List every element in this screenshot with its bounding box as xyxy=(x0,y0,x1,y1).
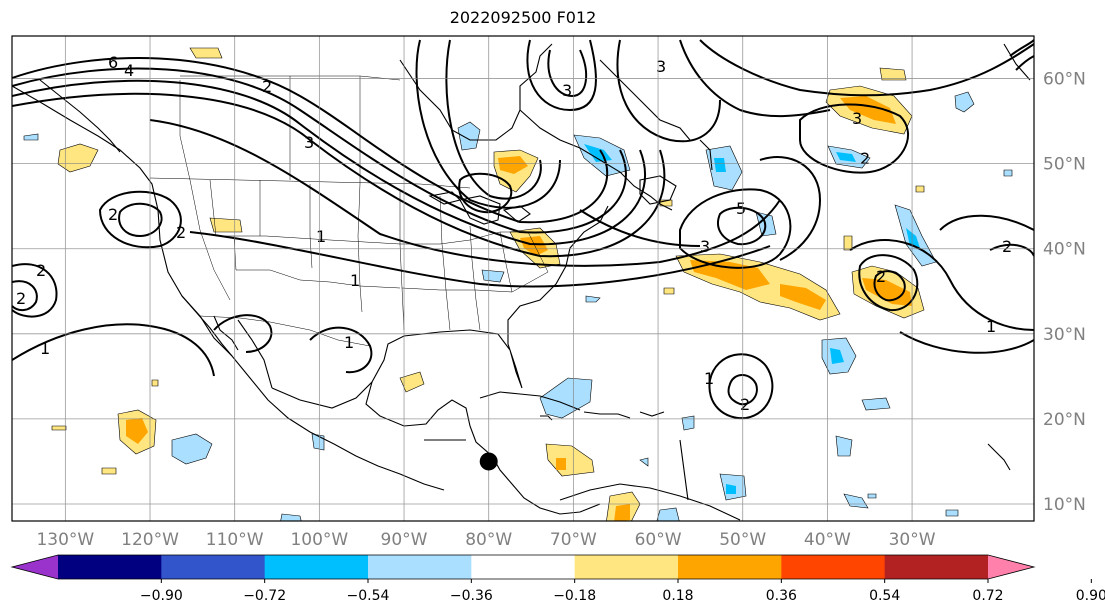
latitude-tick-label: 30°N xyxy=(1043,325,1086,345)
longitude-tick-label: 110°W xyxy=(206,530,264,550)
contour-label: 1 xyxy=(704,369,714,388)
colorbar-segment xyxy=(781,555,886,579)
storm-center-marker xyxy=(479,452,498,471)
colorbar-segment xyxy=(161,555,266,579)
contour-label: 3 xyxy=(656,57,666,76)
latitude-tick-label: 40°N xyxy=(1043,240,1086,260)
contour-lines xyxy=(12,39,1034,420)
contour-label: 2 xyxy=(16,289,26,308)
contour-label: 1 xyxy=(986,317,996,336)
colorbar-tick-label: −0.54 xyxy=(347,588,390,604)
latitude-tick-label: 10°N xyxy=(1043,495,1086,515)
longitude-tick-label: 130°W xyxy=(36,530,94,550)
contour-label: 4 xyxy=(124,61,134,80)
longitude-tick-label: 30°W xyxy=(889,530,936,550)
colorbar-segment xyxy=(58,555,162,579)
longitude-tick-label: 40°W xyxy=(804,530,851,550)
contour-label: 6 xyxy=(108,53,118,72)
contour-label: 1 xyxy=(316,227,326,246)
colorbar-tick-label: −0.72 xyxy=(243,588,286,604)
colorbar-segment xyxy=(678,555,782,579)
contour-label: 2 xyxy=(1002,237,1012,256)
colorbar-segment xyxy=(884,555,989,579)
contour-label: 3 xyxy=(562,81,572,100)
contour-label: 2 xyxy=(108,205,118,224)
longitude-tick-label: 120°W xyxy=(121,530,179,550)
longitude-tick-label: 50°W xyxy=(719,530,766,550)
colorbar-tick-labels: −0.90 −0.72 −0.54 −0.36 −0.18 0.18 0.36 0.54 0.7… xyxy=(140,588,1105,604)
colorbar-extend-low xyxy=(12,555,58,579)
contour-label: 2 xyxy=(876,267,886,286)
contour-label: 2 xyxy=(860,149,870,168)
colorbar-tick-label: 0.36 xyxy=(766,588,797,604)
colorbar-tick-label: 0.90 xyxy=(1076,588,1105,604)
contour-label: 5 xyxy=(736,199,746,218)
colorbar-segment xyxy=(264,555,369,579)
map-title: 2022092500 F012 xyxy=(449,8,597,27)
colorbar-tick-label: −0.18 xyxy=(553,588,596,604)
latitude-tick-label: 50°N xyxy=(1043,155,1086,175)
latitude-labels: 10°N 20°N 30°N 40°N 50°N 60°N xyxy=(1043,70,1086,515)
contour-label: 3 xyxy=(700,237,710,256)
contour-label: 2 xyxy=(740,395,750,414)
longitude-labels: 130°W 120°W 110°W 100°W 90°W 80°W 70°W 60°W 50°W… xyxy=(36,530,935,550)
colorbar-tick-label: 0.18 xyxy=(662,588,693,604)
colorbar-tick-label: −0.90 xyxy=(140,588,183,604)
map-frame xyxy=(11,35,1035,522)
map-panel: 6 4 3 2 1 3 2 5 2 1 3 2 1 2 1 2 3 1 2 2 … xyxy=(12,36,1034,521)
longitude-tick-label: 80°W xyxy=(465,530,512,550)
contour-label: 3 xyxy=(852,109,862,128)
colorbar-outline xyxy=(10,554,1036,580)
colorbar-extend-high xyxy=(988,555,1034,579)
contour-label: 2 xyxy=(262,77,272,96)
contour-label: 2 xyxy=(176,223,186,242)
longitude-tick-label: 70°W xyxy=(550,530,597,550)
contour-labels: 6 4 3 2 1 3 2 5 2 1 3 2 1 2 1 2 3 1 2 2 … xyxy=(16,53,1012,414)
latitude-tick-label: 60°N xyxy=(1043,70,1086,90)
contour-label: 2 xyxy=(36,261,46,280)
contour-label: 3 xyxy=(304,133,314,152)
colorbar-tick-label: −0.36 xyxy=(450,588,493,604)
latitude-tick-label: 20°N xyxy=(1043,410,1086,430)
contour-label: 1 xyxy=(344,333,354,352)
longitude-tick-label: 60°W xyxy=(635,530,682,550)
colorbar-tick-label: 0.54 xyxy=(869,588,900,604)
longitude-tick-label: 100°W xyxy=(290,530,348,550)
contour-label: 1 xyxy=(350,271,360,290)
colorbar-segment xyxy=(471,555,576,579)
longitude-tick-label: 90°W xyxy=(381,530,428,550)
colorbar-segment xyxy=(574,555,679,579)
gridlines xyxy=(12,36,1034,521)
colorbar-segment xyxy=(368,555,472,579)
colorbar xyxy=(10,554,1092,583)
positive-anomaly-core xyxy=(126,96,912,521)
colorbar-tick-label: 0.72 xyxy=(972,588,1003,604)
contour-label: 1 xyxy=(40,339,50,358)
